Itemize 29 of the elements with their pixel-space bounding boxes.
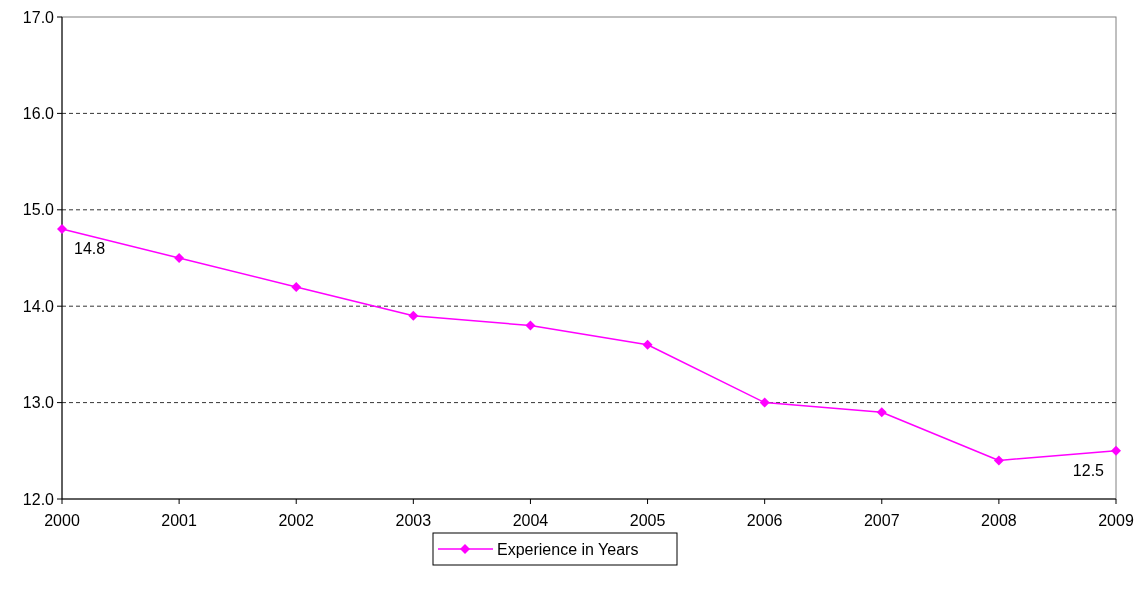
data-label: 12.5 — [1072, 461, 1105, 479]
x-tick-label: 2008 — [981, 512, 1017, 529]
x-tick-label: 2004 — [512, 512, 549, 529]
legend-label: Experience in Years — [497, 540, 639, 558]
x-tick-label: 2002 — [278, 512, 315, 529]
point — [291, 281, 302, 292]
data-label: 14.8 — [74, 240, 106, 258]
point — [174, 253, 185, 263]
point — [1111, 445, 1121, 456]
point — [57, 224, 67, 235]
x-tick-label: 2000 — [44, 512, 80, 529]
y-tick-label: 12.0 — [22, 490, 55, 508]
point — [876, 407, 887, 418]
x-tick-label: 2007 — [863, 512, 900, 529]
point — [642, 339, 653, 350]
x-tick-label: 2001 — [161, 512, 198, 529]
point — [759, 397, 770, 408]
y-tick-label: 17.0 — [22, 8, 55, 26]
y-tick-label: 14.0 — [22, 297, 55, 315]
point — [408, 310, 419, 321]
point — [525, 320, 536, 331]
point — [993, 455, 1004, 466]
x-tick-label: 2006 — [746, 512, 783, 529]
x-tick-label: 2009 — [1098, 512, 1134, 529]
y-tick-label: 15.0 — [22, 201, 55, 219]
x-tick-label: 2003 — [395, 512, 432, 529]
y-tick-label: 16.0 — [22, 105, 55, 122]
x-tick-label: 2005 — [629, 512, 666, 529]
y-tick-label: 13.0 — [22, 394, 55, 412]
